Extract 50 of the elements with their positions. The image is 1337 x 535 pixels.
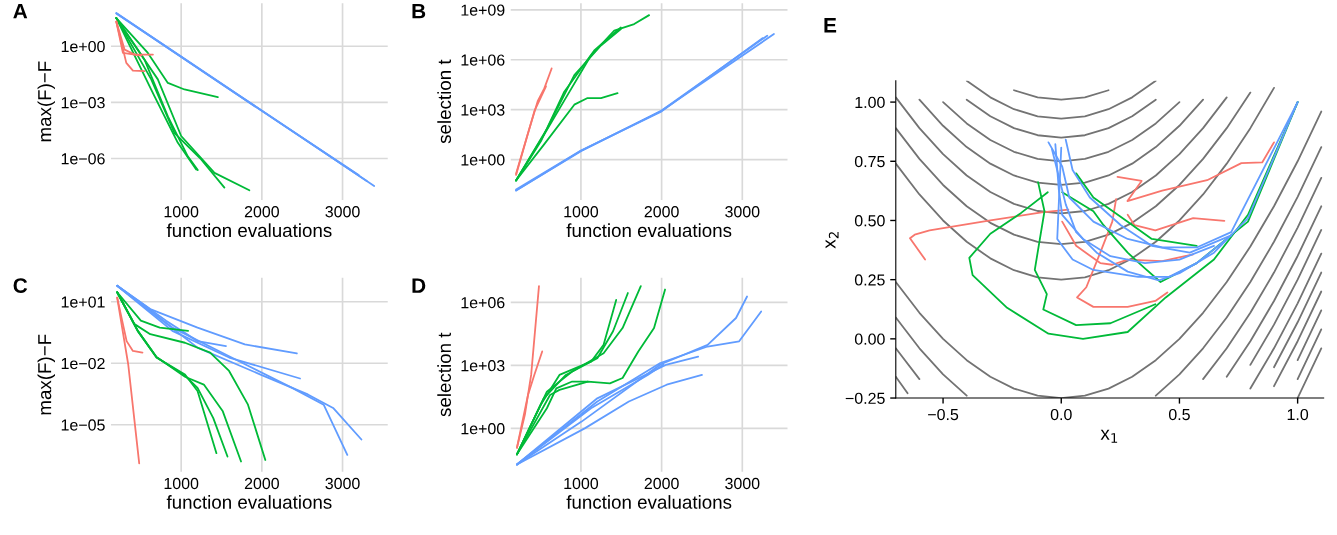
x-axis-title: function evaluations bbox=[566, 223, 732, 238]
x-tick-label: −0.5 bbox=[928, 408, 959, 421]
y-tick-label: −0.25 bbox=[845, 392, 885, 404]
x-tick-label: 3000 bbox=[325, 477, 360, 490]
y-tick-label: 1e+00 bbox=[461, 423, 505, 435]
x-tick-label: 3000 bbox=[325, 206, 360, 218]
y-tick-label: 1e+06 bbox=[461, 54, 505, 66]
x-tick-label: 0.5 bbox=[1168, 408, 1190, 421]
y-axis-title: selection t bbox=[437, 59, 452, 144]
y-tick-label: 1e−06 bbox=[61, 153, 105, 165]
chart-title: B bbox=[412, 3, 426, 19]
y-tick-label: 1e+06 bbox=[461, 297, 505, 309]
x-tick-label: 0.0 bbox=[1050, 408, 1072, 421]
y-tick-label: 1e−05 bbox=[61, 419, 105, 431]
x-axis-title: x$_{1}$ bbox=[1100, 429, 1118, 443]
y-tick-label: 1e+09 bbox=[461, 4, 505, 16]
x-tick-label: 2000 bbox=[244, 206, 279, 218]
x-tick-label: 1000 bbox=[564, 206, 599, 218]
x-tick-label: 1000 bbox=[564, 477, 599, 490]
x-axis-title: function evaluations bbox=[166, 495, 332, 509]
x-tick-label: 2000 bbox=[644, 477, 679, 490]
x-axis-title: function evaluations bbox=[166, 223, 332, 238]
y-tick-label: 1e−02 bbox=[61, 357, 105, 370]
x-tick-label: 2000 bbox=[244, 477, 279, 490]
x-tick-label: 1000 bbox=[164, 477, 199, 490]
x-tick-label: 3000 bbox=[725, 477, 760, 490]
y-tick-label: 1e+00 bbox=[461, 154, 505, 166]
y-tick-label: 1e+00 bbox=[61, 40, 105, 53]
x-axis-title: function evaluations bbox=[566, 495, 732, 509]
x-tick-label: 1.0 bbox=[1287, 408, 1309, 421]
x-tick-label: 1000 bbox=[164, 206, 199, 218]
y-axis-title: max(F)−F bbox=[37, 61, 55, 142]
y-tick-label: 0.00 bbox=[854, 333, 885, 345]
y-tick-label: 0.25 bbox=[854, 274, 885, 286]
y-tick-label: 1e+03 bbox=[461, 360, 505, 372]
y-tick-label: 0.50 bbox=[854, 215, 885, 227]
y-tick-label: 1e−03 bbox=[61, 97, 105, 109]
chart-title: C bbox=[13, 278, 28, 293]
y-axis-title: selection t bbox=[437, 332, 452, 417]
y-tick-label: 1e+03 bbox=[461, 104, 505, 116]
y-axis-title: max(F)−F bbox=[37, 334, 55, 415]
chart-title: A bbox=[13, 3, 28, 19]
x-tick-label: 2000 bbox=[644, 206, 679, 218]
chart-title: E bbox=[824, 18, 837, 33]
y-axis-title: x$_{2}$ bbox=[825, 232, 839, 249]
chart-title: D bbox=[412, 278, 426, 293]
y-tick-label: 1e+01 bbox=[61, 296, 105, 308]
x-tick-label: 3000 bbox=[725, 206, 760, 218]
y-tick-label: 0.75 bbox=[854, 155, 885, 168]
y-tick-label: 1.00 bbox=[855, 96, 885, 109]
